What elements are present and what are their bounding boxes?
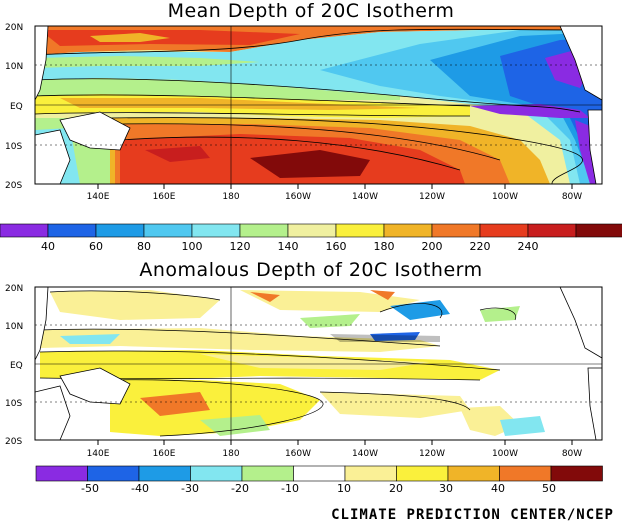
anomaly-map-frame xyxy=(34,286,603,441)
colorbar-label: -50 xyxy=(81,482,99,495)
mean-lat-labels: 20N 10N EQ 10S 20S xyxy=(5,23,23,191)
anomaly-colorbar xyxy=(35,465,603,482)
anomaly-land xyxy=(35,287,602,440)
mean-map-frame xyxy=(34,25,603,185)
lat-label: 20N xyxy=(5,284,23,294)
colorbar-swatch xyxy=(335,223,385,238)
colorbar-swatch xyxy=(95,223,145,238)
anomaly-grid xyxy=(35,287,602,440)
lon-label: 160E xyxy=(153,192,176,202)
mean-depth-map: 20N 10N EQ 10S 20S 140E 160E 180 160W 14… xyxy=(5,23,603,202)
colorbar-swatch xyxy=(499,465,552,482)
colorbar-swatch xyxy=(383,223,433,238)
colorbar-label: 120 xyxy=(230,240,251,253)
colorbar-label: 10 xyxy=(337,482,351,495)
lon-label: 80W xyxy=(562,449,582,459)
colorbar-label: 50 xyxy=(542,482,556,495)
lat-label: 10S xyxy=(5,142,22,152)
colorbar-label: 140 xyxy=(278,240,299,253)
anomaly-depth-map: 20N 10N EQ 10S 20S 140E 160E 180 160W 14… xyxy=(5,284,603,459)
colorbar-label: -10 xyxy=(281,482,299,495)
mean-depth-contours xyxy=(35,28,602,184)
colorbar-swatch xyxy=(241,465,294,482)
lon-label: 160W xyxy=(285,192,311,202)
colorbar-swatch xyxy=(190,465,243,482)
colorbar-label: 30 xyxy=(439,482,453,495)
colorbar-label: 200 xyxy=(422,240,443,253)
colorbar-label: 40 xyxy=(491,482,505,495)
colorbar-swatch xyxy=(396,465,449,482)
colorbar-swatch xyxy=(344,465,397,482)
lat-label: 10N xyxy=(5,62,23,72)
lon-label: 140W xyxy=(352,192,378,202)
anomaly-ticks xyxy=(97,440,573,445)
colorbar-swatch xyxy=(143,223,193,238)
lon-label: 160W xyxy=(285,449,311,459)
mean-lon-labels: 140E 160E 180 160W 140W 120W 100W 80W xyxy=(87,192,583,202)
colorbar-label: 100 xyxy=(182,240,203,253)
colorbar-label: 180 xyxy=(374,240,395,253)
lon-label: 140E xyxy=(87,449,110,459)
anomaly-depth-fill xyxy=(40,290,545,436)
colorbar-swatch xyxy=(138,465,191,482)
colorbar-label: -30 xyxy=(181,482,199,495)
mean-map-title: Mean Depth of 20C Isotherm xyxy=(167,0,455,22)
mean-colorbar xyxy=(0,223,622,238)
colorbar-label: 60 xyxy=(89,240,103,253)
lat-label: 20S xyxy=(5,437,22,447)
mean-grid xyxy=(35,26,602,184)
lon-label: 180 xyxy=(222,192,239,202)
lon-label: 180 xyxy=(222,449,239,459)
colorbar-swatch xyxy=(431,223,481,238)
lon-label: 120W xyxy=(419,449,445,459)
lat-label: 20S xyxy=(5,181,22,191)
anomaly-lon-labels: 140E 160E 180 160W 140W 120W 100W 80W xyxy=(87,449,583,459)
lon-label: 100W xyxy=(492,192,518,202)
colorbar-label: 40 xyxy=(41,240,55,253)
colorbar-swatch xyxy=(191,223,241,238)
lat-label: EQ xyxy=(10,361,23,371)
colorbar-swatch xyxy=(447,465,500,482)
colorbar-swatch xyxy=(550,465,603,482)
colorbar-label: -40 xyxy=(131,482,149,495)
colorbar-swatch xyxy=(527,223,577,238)
lon-label: 120W xyxy=(419,192,445,202)
colorbar-swatch xyxy=(0,223,49,238)
credit-text: CLIMATE PREDICTION CENTER/NCEP xyxy=(331,507,614,523)
lat-label: 20N xyxy=(5,23,23,33)
anomaly-lat-labels: 20N 10N EQ 10S 20S xyxy=(5,284,23,447)
colorbar-label: -20 xyxy=(231,482,249,495)
mean-depth-fill xyxy=(35,26,602,184)
anomaly-map-title: Anomalous Depth of 20C Isotherm xyxy=(139,259,483,281)
lon-label: 160E xyxy=(153,449,176,459)
colorbar-swatch xyxy=(47,223,97,238)
mean-colorbar-labels: 40 60 80 100 120 140 160 180 200 220 240 xyxy=(41,240,539,253)
colorbar-label: 80 xyxy=(137,240,151,253)
lat-label: 10N xyxy=(5,322,23,332)
lon-label: 140W xyxy=(352,449,378,459)
lat-label: 10S xyxy=(5,399,22,409)
colorbar-swatch xyxy=(293,465,346,482)
mean-land xyxy=(35,26,602,184)
colorbar-label: 240 xyxy=(518,240,539,253)
colorbar-swatch xyxy=(35,465,88,482)
anomaly-colorbar-labels: -50 -40 -30 -20 -10 10 20 30 40 50 xyxy=(81,482,556,495)
colorbar-label: 160 xyxy=(326,240,347,253)
colorbar-label: 20 xyxy=(389,482,403,495)
colorbar-swatch xyxy=(479,223,529,238)
lon-label: 140E xyxy=(87,192,110,202)
colorbar-label: 220 xyxy=(470,240,491,253)
colorbar-swatch xyxy=(87,465,140,482)
lon-label: 80W xyxy=(562,192,582,202)
lon-label: 100W xyxy=(492,449,518,459)
mean-ticks xyxy=(97,184,573,189)
colorbar-swatch xyxy=(239,223,289,238)
colorbar-swatch xyxy=(575,223,622,238)
colorbar-swatch xyxy=(287,223,337,238)
lat-label: EQ xyxy=(10,102,23,112)
